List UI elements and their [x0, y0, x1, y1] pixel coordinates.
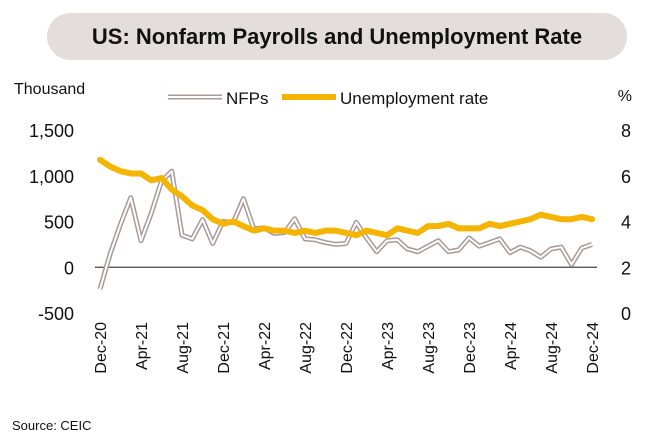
- x-tick-label: Dec-23: [462, 322, 479, 374]
- unemployment-line: [97, 156, 595, 239]
- x-tick-label: Aug-23: [421, 322, 438, 374]
- x-tick-label: Dec-24: [585, 322, 602, 374]
- x-tick-label: Aug-22: [298, 322, 315, 374]
- x-tick-label: Aug-21: [175, 322, 192, 374]
- x-tick-label: Apr-21: [134, 322, 151, 370]
- left-axis-label: Thousand: [14, 81, 85, 98]
- x-tick-label: Apr-24: [503, 322, 520, 370]
- right-tick-label: 2: [621, 258, 631, 278]
- legend-unemployment-label: Unemployment rate: [340, 89, 488, 108]
- right-axis-label: %: [618, 88, 632, 105]
- left-tick-label: -500: [38, 304, 74, 324]
- right-tick-label: 6: [621, 167, 631, 187]
- legend-nfp-label: NFPs: [226, 89, 269, 108]
- right-tick-label: 4: [621, 213, 631, 233]
- source-note: Source: CEIC: [12, 418, 91, 433]
- x-tick-label: Dec-21: [216, 322, 233, 374]
- nfp-line: [99, 170, 593, 290]
- x-tick-label: Aug-24: [544, 322, 561, 374]
- chart-title: US: Nonfarm Payrolls and Unemployment Ra…: [47, 13, 627, 60]
- left-tick-label: 500: [44, 213, 74, 233]
- left-tick-label: 0: [64, 258, 74, 278]
- left-tick-label: 1,500: [29, 121, 74, 141]
- x-tick-label: Dec-22: [339, 322, 356, 374]
- right-tick-label: 0: [621, 304, 631, 324]
- x-tick-label: Apr-23: [380, 322, 397, 370]
- x-tick-label: Apr-22: [257, 322, 274, 370]
- x-tick-label: Dec-20: [93, 322, 110, 374]
- left-tick-label: 1,000: [29, 167, 74, 187]
- right-tick-label: 8: [621, 121, 631, 141]
